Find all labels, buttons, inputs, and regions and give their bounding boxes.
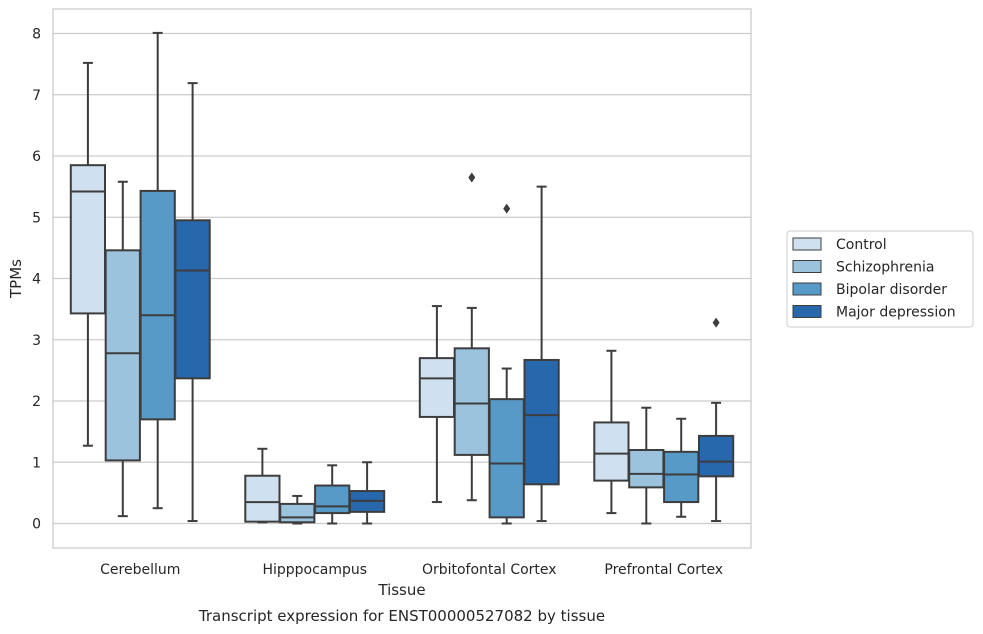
box-control bbox=[69, 61, 107, 447]
box-iqr bbox=[139, 189, 176, 421]
legend: Control Schizophrenia Bipolar disorder Majo… bbox=[786, 230, 974, 328]
y-tick-label: 0 bbox=[32, 517, 41, 533]
outlier-point bbox=[712, 317, 720, 328]
box-bipolar-disorder bbox=[663, 417, 700, 518]
legend-swatch bbox=[792, 305, 822, 318]
box-bipolar-disorder bbox=[488, 203, 525, 525]
x-tick-label: Hipppocampus bbox=[262, 562, 367, 578]
y-tick-labels: 0 1 2 3 4 5 6 7 8 bbox=[32, 27, 41, 533]
box-bipolar-disorder bbox=[314, 464, 351, 525]
box-iqr bbox=[314, 484, 351, 515]
legend-swatch bbox=[792, 260, 822, 273]
y-tick-label: 3 bbox=[32, 333, 41, 349]
box-major-depression bbox=[697, 317, 735, 523]
box-iqr bbox=[697, 434, 735, 478]
box-bipolar-disorder bbox=[139, 31, 176, 510]
box-iqr bbox=[104, 249, 141, 462]
box-schizophrenia bbox=[628, 406, 665, 525]
y-tick-label: 2 bbox=[32, 394, 41, 410]
box-major-depression bbox=[523, 185, 560, 523]
y-tick-label: 4 bbox=[32, 272, 41, 288]
y-tick-label: 7 bbox=[32, 88, 41, 104]
box-iqr bbox=[244, 474, 281, 523]
box-iqr bbox=[418, 357, 456, 418]
box-major-depression bbox=[348, 461, 386, 525]
plot-frame bbox=[52, 8, 752, 549]
box-major-depression bbox=[174, 82, 211, 523]
chart-caption: Transcript expression for ENST0000052708… bbox=[198, 607, 605, 625]
x-axis-title: Tissue bbox=[377, 581, 425, 599]
box-iqr bbox=[593, 421, 630, 482]
y-tick-label: 5 bbox=[32, 210, 41, 226]
legend-label: Major depression bbox=[836, 305, 956, 321]
outlier-point bbox=[468, 172, 476, 183]
box-iqr bbox=[453, 347, 490, 456]
box-control bbox=[418, 305, 456, 504]
box-schizophrenia bbox=[279, 494, 316, 525]
box-schizophrenia bbox=[453, 172, 490, 502]
legend-swatch bbox=[792, 282, 822, 296]
box-iqr bbox=[663, 450, 700, 504]
legend-label: Bipolar disorder bbox=[836, 282, 947, 298]
y-tick-label: 8 bbox=[32, 27, 41, 43]
box-control bbox=[593, 349, 630, 515]
x-tick-labels: Cerebellum Hipppocampus Orbitofontal Corte… bbox=[100, 562, 723, 578]
box-iqr bbox=[69, 164, 107, 315]
box-iqr bbox=[488, 398, 525, 519]
x-tick-label: Cerebellum bbox=[100, 562, 180, 578]
box-groups bbox=[69, 31, 735, 525]
outlier-point bbox=[503, 203, 511, 214]
box-control bbox=[244, 447, 281, 524]
x-tick-label: Prefrontal Cortex bbox=[604, 562, 723, 578]
box-iqr bbox=[279, 502, 316, 524]
box-schizophrenia bbox=[104, 180, 141, 518]
legend-swatch bbox=[792, 237, 822, 251]
box-iqr bbox=[628, 449, 665, 489]
x-tick-label: Orbitofontal Cortex bbox=[422, 562, 557, 578]
legend-label: Control bbox=[836, 237, 887, 253]
box-iqr bbox=[523, 358, 560, 486]
box-iqr bbox=[174, 219, 211, 380]
legend-label: Schizophrenia bbox=[836, 260, 934, 276]
y-tick-label: 6 bbox=[32, 149, 41, 165]
legend-frame bbox=[786, 230, 974, 328]
y-tick-label: 1 bbox=[32, 455, 41, 471]
y-axis-title: TPMs bbox=[7, 259, 25, 299]
